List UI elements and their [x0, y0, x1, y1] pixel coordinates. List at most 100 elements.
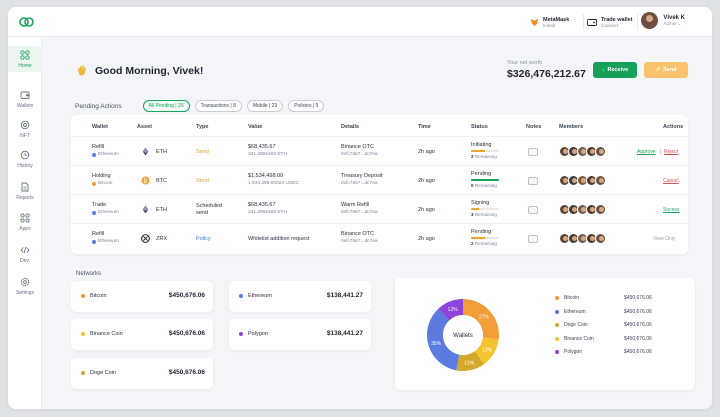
- receive-button[interactable]: ↓ Receive: [593, 62, 637, 78]
- network-card-doge-coin[interactable]: Doge Coin $450,676.06: [71, 358, 213, 389]
- pie-slice-bitcoin[interactable]: [463, 299, 499, 340]
- network-dot: [81, 371, 85, 375]
- legend-name: Ethereum: [564, 308, 586, 315]
- network-card-polygon[interactable]: Polygon $138,441.27: [229, 319, 371, 350]
- table-row[interactable]: Holding Bitcoin ₿ BTC Send $1,534,498.00…: [71, 165, 688, 194]
- table-row[interactable]: Refill Ethereum ETH Send $68,435.67 341.2…: [71, 136, 688, 165]
- sidebar-item-dev[interactable]: Dev.: [8, 241, 42, 267]
- status-progress: [471, 237, 499, 239]
- column-header: Status: [471, 124, 488, 130]
- members-avatars: [559, 233, 606, 244]
- trade-wallet-button[interactable]: Trade wallet Connect: [587, 13, 633, 31]
- legend-value: $450,676.06: [624, 295, 652, 301]
- network-card-ethereum[interactable]: Ethereum $138,441.27: [229, 281, 371, 312]
- legend-item: Doge Coin $450,676.06: [555, 322, 675, 328]
- user-menu[interactable]: Vivek K Admin ⌄: [641, 12, 685, 29]
- pie-slice-doge-coin[interactable]: [456, 351, 485, 371]
- avatar: [595, 175, 606, 186]
- note-icon[interactable]: [528, 206, 538, 214]
- legend-item: Polygon $450,676.06: [555, 349, 675, 355]
- column-header: Wallet: [92, 124, 108, 130]
- asset-cell: BTC: [156, 178, 167, 184]
- sidebar-item-label: NFT: [20, 132, 30, 139]
- donut-center-label: Wallets: [453, 333, 472, 339]
- sidebar-item-nft[interactable]: NFT: [8, 116, 42, 142]
- app-frame: MetaMask Install Trade wallet Connect Vi…: [8, 7, 712, 409]
- donut-hole: [443, 315, 483, 355]
- receive-label: Receive: [607, 67, 629, 73]
- network-dot: [239, 294, 243, 298]
- grid-icon: [20, 49, 30, 60]
- networks-title: Networks: [76, 271, 102, 277]
- network-card-binance-coin[interactable]: Binance Coin $450,676.06: [71, 319, 213, 350]
- sidebar-item-label: History: [17, 162, 33, 169]
- sidebar-item-home[interactable]: Home: [8, 46, 42, 72]
- filter-policies[interactable]: Policies | 9: [288, 100, 325, 112]
- success-button[interactable]: Sucess: [663, 207, 680, 213]
- sidebar-item-settings[interactable]: Settings: [8, 273, 42, 299]
- legend-item: Bitcoin $450,676.06: [555, 295, 675, 301]
- status-cell: Initiating 2 Remaining: [471, 142, 499, 159]
- legend-value: $450,676.06: [624, 349, 652, 355]
- network-name: Polygon: [248, 331, 268, 337]
- legend-value: $450,676.06: [624, 335, 652, 342]
- pie-slice-ethereum[interactable]: [427, 308, 460, 371]
- legend-dot: [555, 309, 559, 314]
- pending-actions-title: Pending Actions: [75, 102, 122, 110]
- sidebar-item-reports[interactable]: Reports: [8, 178, 42, 204]
- sidebar-item-wallets[interactable]: Wallets: [8, 86, 42, 112]
- time-cell: 2h ago: [418, 178, 435, 184]
- sidebar-item-apps[interactable]: Apps: [8, 209, 42, 235]
- table-row[interactable]: Refill Ethereum ZRX Policy Whitelist add…: [71, 223, 688, 252]
- value-cell: Whitelist addition request: [248, 236, 310, 242]
- trade-wallet-status: Connect: [601, 22, 619, 28]
- net-worth-label: Your net worth: [507, 60, 543, 66]
- column-header: Time: [418, 124, 431, 130]
- user-role: Admin ⌄: [663, 20, 682, 26]
- network-name: Ethereum: [248, 293, 272, 299]
- status-cell: Signing 3 Remaining: [471, 200, 499, 217]
- network-name: Doge Coin: [90, 370, 116, 376]
- column-header: Members: [559, 124, 584, 130]
- sidebar-item-label: Settings: [15, 289, 35, 296]
- pie-slice-binance-coin[interactable]: [474, 337, 499, 365]
- network-dot: [81, 294, 85, 298]
- sidebar-item-label: Dev.: [20, 257, 30, 264]
- network-card-bitcoin[interactable]: Bitcoin $450,676.06: [71, 281, 213, 312]
- send-button[interactable]: ↗ Send: [644, 62, 688, 78]
- type-cell: Policy: [196, 236, 211, 242]
- legend-dot: [555, 336, 559, 341]
- pending-actions-bar: Pending Actions All Pending | 20 Transac…: [75, 100, 325, 112]
- legend-item: Binance Coin $450,676.06: [555, 336, 675, 342]
- metamask-icon: [530, 18, 539, 26]
- sidebar-item-label: Reports: [16, 194, 34, 201]
- cancel-button[interactable]: Cancel: [663, 178, 679, 184]
- filter-mobile[interactable]: Mobile | 23: [246, 100, 284, 112]
- filter-transactions[interactable]: Transactions | 8: [194, 100, 242, 112]
- sidebar-item-label: Apps: [19, 225, 31, 232]
- status-progress: [471, 150, 499, 152]
- table-row[interactable]: Trade Ethereum ETH Scheduled send $68,43…: [71, 194, 688, 223]
- filter-all-pending[interactable]: All Pending | 20: [142, 100, 190, 112]
- sidebar-item-history[interactable]: History: [8, 146, 42, 172]
- asset-cell: ETH: [156, 149, 167, 155]
- chevron-down-icon: ⌄: [677, 20, 682, 26]
- network-value: $138,441.27: [326, 330, 363, 337]
- page-title: Good Morning, Vivek!: [95, 64, 204, 77]
- pie-slice-polygon[interactable]: [438, 299, 463, 321]
- metamask-wallet-button[interactable]: MetaMask Install: [530, 13, 569, 31]
- logo-icon: [19, 17, 34, 27]
- note-icon[interactable]: [528, 148, 538, 156]
- details-cell: Warm Refill 0xfc7567...dc7ea: [341, 202, 378, 215]
- approve-button[interactable]: Approve: [637, 149, 656, 155]
- note-icon[interactable]: [528, 235, 538, 243]
- value-cell: $68,435.67 341.2865468 ETH: [248, 202, 287, 215]
- divider: [583, 14, 584, 30]
- time-cell: 2h ago: [418, 236, 435, 242]
- legend-item: Ethereum $450,676.06: [555, 309, 675, 315]
- note-icon[interactable]: [528, 177, 538, 185]
- document-icon: [21, 182, 29, 191]
- wave-hand-icon: [78, 65, 86, 76]
- reject-button[interactable]: Reject: [664, 149, 679, 155]
- metamask-name: MetaMask: [543, 16, 570, 23]
